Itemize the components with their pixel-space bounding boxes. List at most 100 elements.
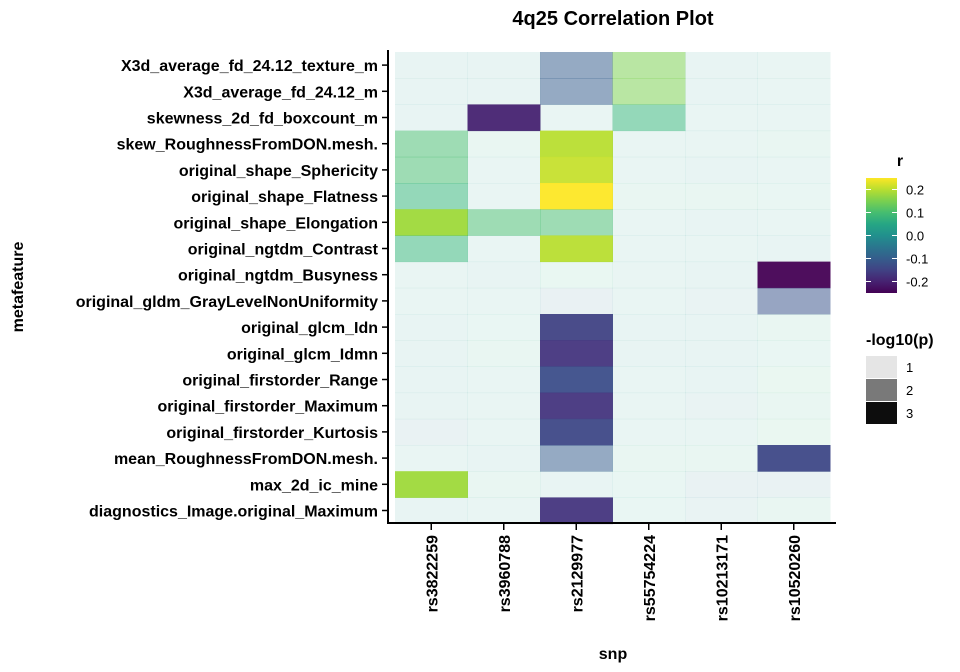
heatmap-cell [685,261,758,289]
color-legend-title: r [897,153,903,170]
heatmap-cell [540,471,613,498]
y-tick-label: original_ngtdm_Contrast [188,242,379,259]
heatmap-cell [685,445,758,472]
heatmap-cell [540,340,613,367]
heatmap-cell [395,392,468,420]
heatmap-cell [612,314,686,341]
heatmap-cell [467,418,541,446]
heatmap-cell [467,497,541,525]
chart-title: 4q25 Correlation Plot [512,8,713,30]
heatmap-cell [540,209,613,236]
heatmap-cell [395,183,468,210]
heatmap-cell [395,209,468,236]
heatmap-cell [685,340,758,367]
heatmap-cell [395,52,468,79]
heatmap-cell [467,183,541,210]
heatmap-cell [467,52,541,79]
x-tick-label: rs3822259 [424,535,441,613]
heatmap-cell [757,104,831,132]
heatmap-cell [540,52,613,79]
y-tick-label: original_glcm_Idmn [227,346,378,363]
y-tick-label: original_shape_Elongation [174,215,378,232]
heatmap-cell [395,235,468,263]
color-legend-label: 0.2 [906,183,924,198]
y-tick-label: max_2d_ic_mine [250,477,378,494]
heatmap-cell [757,340,831,367]
heatmap-cell [540,183,613,210]
heatmap-cell [685,392,758,420]
heatmap-cell [612,209,686,236]
color-legend-label: 0.1 [906,206,924,221]
heatmap-cell [685,418,758,446]
y-tick-label: original_ngtdm_Busyness [178,268,378,285]
heatmap-cell [540,130,613,158]
heatmap-cell [395,261,468,289]
y-tick-label: X3d_average_fd_24.12_m [183,84,378,101]
alpha-legend-label: 1 [906,360,913,375]
y-tick-label: original_shape_Flatness [191,189,378,206]
alpha-legend-swatch [866,402,897,424]
heatmap-cell [395,287,468,315]
heatmap-cell [540,314,613,341]
heatmap-cell [540,235,613,263]
heatmap-cell [685,104,758,132]
y-tick-label: original_glcm_Idn [241,320,378,337]
heatmap-cell [612,261,686,289]
heatmap-cell [685,156,758,184]
heatmap-cell [467,445,541,472]
heatmap-cell [685,366,758,394]
heatmap-cell [757,78,831,105]
y-axis-title: metafeature [10,242,27,333]
heatmap-cell [395,497,468,525]
heatmap-cell [467,392,541,420]
heatmap-cell [540,261,613,289]
heatmap-cell [757,497,831,525]
heatmap-cell [467,287,541,315]
heatmap-cell [757,235,831,263]
heatmap-cell [395,471,468,498]
heatmap-cell [685,130,758,158]
heatmap-cell [757,392,831,420]
heatmap-cell [467,78,541,105]
heatmap-cell [395,340,468,367]
color-legend: 0.2 0.1 0.0 -0.1 -0.2 [866,178,928,293]
alpha-legend-swatch [866,379,897,401]
heatmap-cell [685,52,758,79]
heatmap-cell [685,314,758,341]
y-tick-label: skew_RoughnessFromDON.mesh. [117,137,378,154]
heatmap-cells [395,52,831,525]
heatmap-cell [467,261,541,289]
heatmap-cell [467,340,541,367]
heatmap-cell [757,314,831,341]
heatmap-cell [685,287,758,315]
heatmap-cell [467,209,541,236]
heatmap-cell [612,235,686,263]
heatmap-cell [467,314,541,341]
y-tick-label: original_firstorder_Range [182,373,378,390]
color-legend-label: -0.1 [906,252,928,267]
heatmap-cell [612,471,686,498]
y-tick-label: mean_RoughnessFromDON.mesh. [114,451,378,468]
heatmap-cell [685,497,758,525]
heatmap-cell [395,445,468,472]
y-tick-label: original_firstorder_Maximum [158,399,379,416]
heatmap-cell [395,78,468,105]
y-tick-label: original_firstorder_Kurtosis [166,425,378,442]
heatmap-cell [467,156,541,184]
heatmap-cell [612,418,686,446]
heatmap-cell [395,418,468,446]
alpha-legend-label: 3 [906,406,913,421]
x-axis-ticks: rs3822259 rs3960788 rs2129977 rs55754224 rs1… [424,523,804,621]
heatmap-cell [612,104,686,132]
heatmap-cell [395,366,468,394]
heatmap-cell [612,366,686,394]
heatmap-cell [757,209,831,236]
heatmap-cell [757,156,831,184]
alpha-legend-title: -log10(p) [866,332,934,349]
heatmap-cell [540,445,613,472]
heatmap-cell [612,156,686,184]
x-tick-label: rs2129977 [569,535,586,613]
heatmap-cell [467,366,541,394]
heatmap-cell [467,104,541,132]
heatmap-cell [395,104,468,132]
